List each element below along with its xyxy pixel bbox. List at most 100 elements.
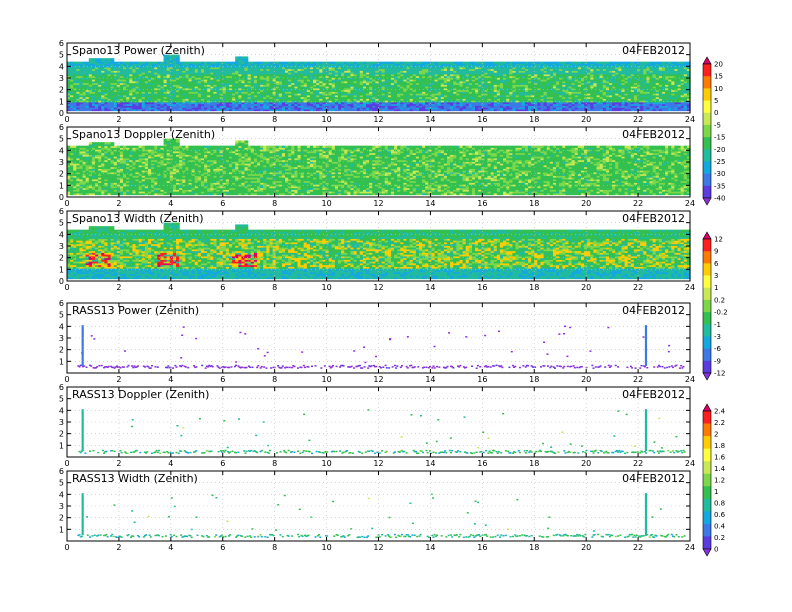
heatmap-cell [91,77,96,80]
heatmap-cell [247,108,252,112]
heatmap-cell [194,82,199,85]
heatmap-cell [179,94,183,98]
heatmap-cell [225,107,230,110]
heatmap-cell [247,105,252,108]
heatmap-cell [110,96,115,99]
heatmap-cell [160,63,165,66]
heatmap-cell [82,70,87,73]
heatmap-cell [76,77,81,80]
heatmap-cell [119,65,124,68]
heatmap-cell [132,63,137,66]
heatmap-cell [67,86,71,89]
heatmap-cell [210,107,215,110]
heatmap-cell [79,100,84,103]
heatmap-cell [191,93,196,96]
heatmap-cell [70,68,74,71]
heatmap-cell [166,105,171,108]
heatmap-cell [85,108,90,112]
heatmap-cell [82,65,87,68]
heatmap-cell [194,75,199,78]
heatmap-cell [98,103,102,106]
heatmap-cell [182,89,186,92]
heatmap-cell [200,84,205,87]
heatmap-cell [225,68,230,71]
heatmap-cell [200,61,205,64]
heatmap-cell [182,86,186,89]
heatmap-cell [138,79,143,82]
heatmap-cell [219,101,224,105]
heatmap-cell [235,59,239,63]
heatmap-cell [166,68,171,71]
heatmap-cell [200,75,205,78]
heatmap-cell [132,96,137,99]
heatmap-cell [172,94,177,98]
heatmap-cell [166,84,171,87]
heatmap-cell [232,96,236,99]
heatmap-cell [70,61,74,64]
heatmap-cell [79,96,84,99]
heatmap-cell [216,87,221,91]
heatmap-cell [179,65,183,68]
heatmap-cell [172,82,177,85]
heatmap-cell [95,105,99,108]
heatmap-cell [107,77,112,80]
heatmap-cell [157,91,162,94]
heatmap-cell [216,96,221,99]
heatmap-cell [129,101,134,105]
heatmap-cell [169,61,174,64]
heatmap-cell [222,105,227,108]
heatmap-cell [113,75,118,78]
heatmap-cell [70,77,74,80]
heatmap-cell [169,59,174,63]
heatmap-cell [216,107,221,110]
heatmap-cell [141,84,146,87]
heatmap-cell [79,68,84,71]
heatmap-cell [88,107,93,110]
heatmap-cell [238,84,243,87]
heatmap-cell [95,80,99,84]
heatmap-cell [70,108,74,112]
heatmap-cell [185,105,190,108]
heatmap-cell [132,84,137,87]
heatmap-cell [76,101,81,105]
heatmap-cell [228,70,233,73]
heatmap-cell [135,80,140,84]
heatmap-cell [104,94,109,98]
heatmap-cell [244,77,249,80]
heatmap-cell [222,108,227,112]
heatmap-cell [129,94,134,98]
heatmap-cell [172,100,177,103]
heatmap-cell [210,108,215,112]
heatmap-cell [129,63,134,66]
heatmap-cell [185,82,190,85]
heatmap-cell [88,73,93,77]
heatmap-cell [119,94,124,98]
heatmap-cell [138,87,143,91]
heatmap-cell [116,63,121,66]
heatmap-cell [76,100,81,103]
heatmap-cell [176,59,180,63]
heatmap-cell [185,101,190,105]
heatmap-cell [200,77,205,80]
heatmap-cell [204,87,208,91]
heatmap-cell [135,103,140,106]
heatmap-cell [213,75,218,78]
heatmap-cell [116,75,121,78]
heatmap-cell [95,68,99,71]
heatmap-cell [144,61,149,64]
heatmap-cell [176,87,180,91]
heatmap-cell [235,93,239,96]
heatmap-cell [238,105,243,108]
heatmap-cell [119,100,124,103]
heatmap-cell [235,86,239,89]
heatmap-cell [213,70,218,73]
heatmap-cell [163,73,168,77]
heatmap-cell [207,77,211,80]
heatmap-cell [194,96,199,99]
heatmap-cell [172,108,177,112]
heatmap-cell [116,77,121,80]
heatmap-cell [176,75,180,78]
heatmap-cell [191,107,196,110]
heatmap-cell [126,72,130,75]
heatmap-cell [126,75,130,78]
